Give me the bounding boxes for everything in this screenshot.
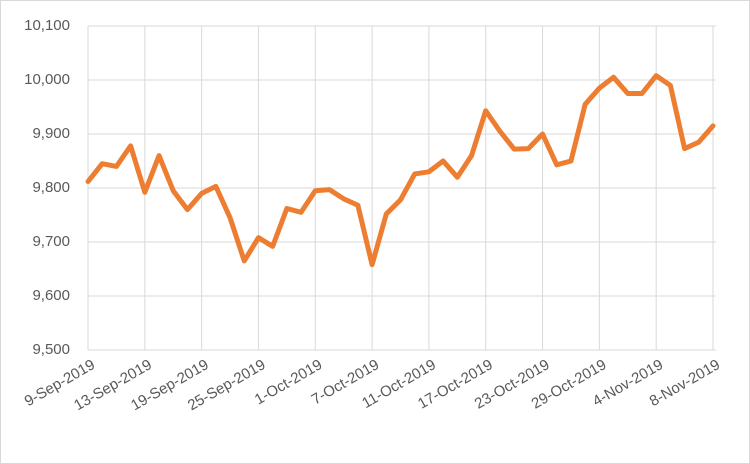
y-tick-label: 9,900	[32, 125, 70, 142]
line-series	[85, 73, 716, 268]
y-tick-label: 9,500	[32, 341, 70, 358]
y-tick-label: 9,600	[32, 287, 70, 304]
y-tick-label: 10,000	[24, 71, 70, 88]
y-tick-label: 9,800	[32, 179, 70, 196]
y-tick-label: 9,700	[32, 233, 70, 250]
y-tick-label: 10,100	[24, 17, 70, 34]
